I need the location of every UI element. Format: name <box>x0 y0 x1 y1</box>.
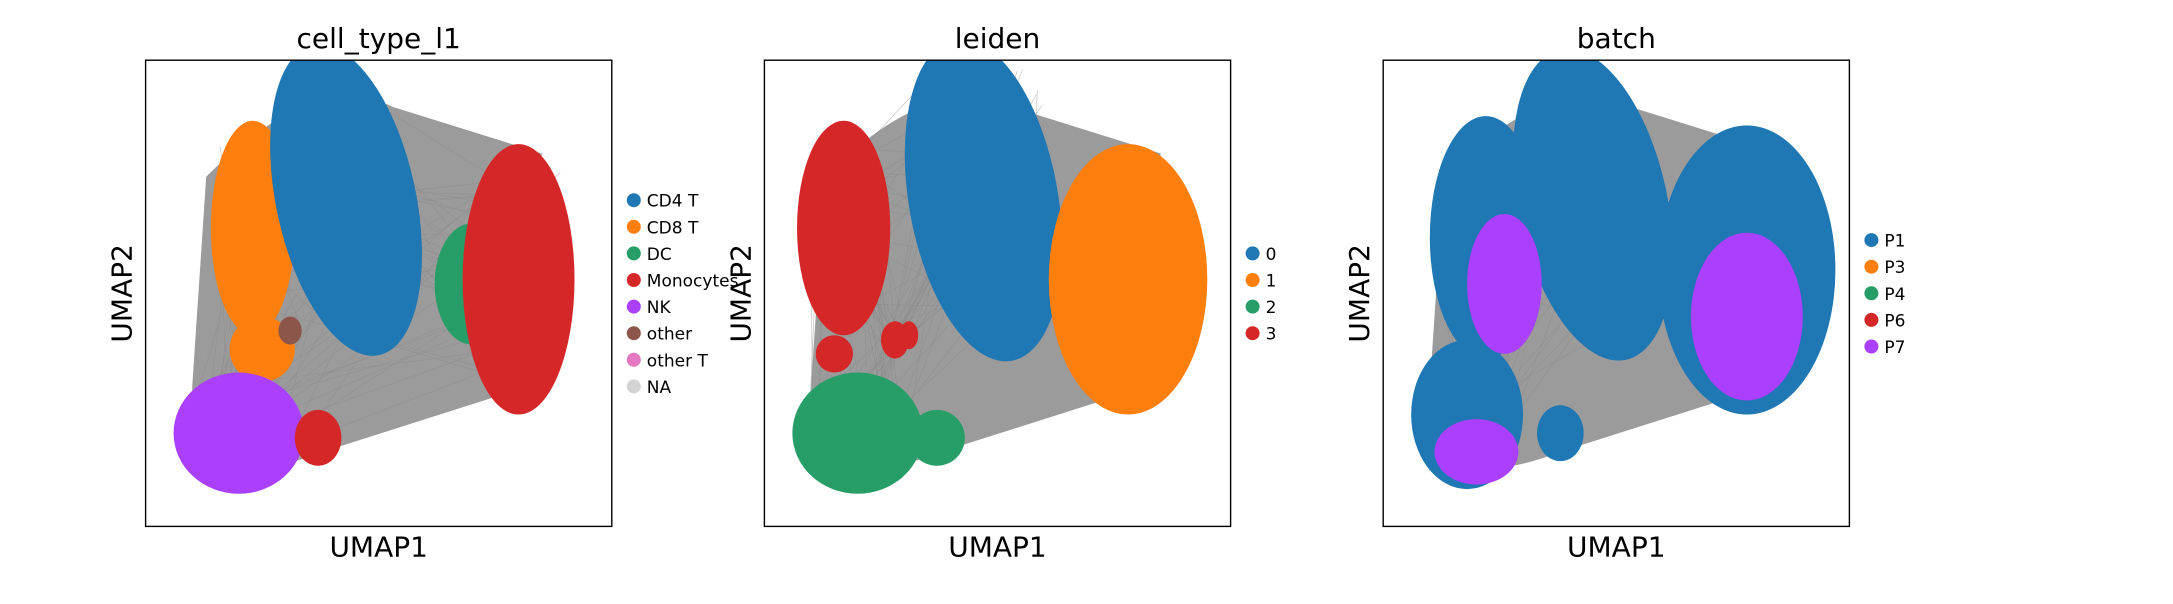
cluster-3 <box>797 121 890 335</box>
cluster-3 <box>900 321 919 349</box>
legend-label: DC <box>647 245 672 265</box>
legend-marker <box>1246 273 1260 287</box>
plot-area <box>792 26 1207 493</box>
legend-label: CD4 T <box>647 192 699 212</box>
legend-marker <box>1246 246 1260 260</box>
legend-marker <box>1246 326 1260 340</box>
cluster-p1 <box>1537 405 1584 461</box>
x-axis-label: UMAP1 <box>948 530 1047 563</box>
legend-marker <box>627 353 641 367</box>
panel-3: batch UMAP1 UMAP2 P1 P3 P4 P6 P7 <box>1343 22 1905 563</box>
legend-marker <box>627 300 641 314</box>
legend-marker <box>1246 300 1260 314</box>
legend: P1 P3 P4 P6 P7 <box>1864 232 1905 358</box>
legend-marker <box>1864 233 1878 247</box>
legend-marker <box>627 220 641 234</box>
plot-area <box>1411 34 1835 489</box>
cluster-p7 <box>1467 214 1542 354</box>
legend-marker <box>1864 313 1878 327</box>
cluster-p7 <box>1691 233 1803 401</box>
legend-marker <box>1864 340 1878 354</box>
cluster-3 <box>816 335 853 372</box>
y-axis-label: UMAP2 <box>1343 244 1376 343</box>
cluster-2 <box>792 373 923 494</box>
legend-label: P6 <box>1884 311 1905 331</box>
chart-title: cell_type_l1 <box>297 22 461 55</box>
cluster-monocytes <box>463 144 575 414</box>
legend-marker <box>627 273 641 287</box>
legend-label: 1 <box>1266 272 1277 292</box>
legend-label: P3 <box>1884 258 1905 278</box>
cluster-2 <box>909 410 965 466</box>
legend-marker <box>627 379 641 393</box>
legend-marker <box>627 246 641 260</box>
legend: 0 1 2 3 <box>1246 245 1277 345</box>
legend-label: CD8 T <box>647 218 699 238</box>
legend-label: 3 <box>1266 325 1277 345</box>
legend-label: NK <box>647 298 672 318</box>
y-axis-label: UMAP2 <box>106 244 139 343</box>
legend-marker <box>627 193 641 207</box>
legend-label: other <box>647 325 692 345</box>
legend-label: 0 <box>1266 245 1277 265</box>
x-axis-label: UMAP1 <box>1567 530 1666 563</box>
legend-marker <box>627 326 641 340</box>
cluster-nk <box>174 373 305 494</box>
panel-2: leiden UMAP1 UMAP2 0 1 2 3 <box>724 22 1276 563</box>
legend-label: other T <box>647 351 709 371</box>
cluster-1 <box>1049 144 1208 414</box>
y-axis-label: UMAP2 <box>724 244 757 343</box>
cluster-p7 <box>1434 419 1518 484</box>
x-axis-label: UMAP1 <box>329 530 428 563</box>
legend-label: P7 <box>1884 338 1905 358</box>
legend-label: 2 <box>1266 298 1277 318</box>
legend-marker <box>1864 286 1878 300</box>
legend-label: NA <box>647 378 672 398</box>
chart-title: leiden <box>955 22 1041 55</box>
cluster-monocytes <box>295 410 342 466</box>
legend-label: P4 <box>1884 285 1905 305</box>
legend-marker <box>1864 260 1878 274</box>
legend-label: P1 <box>1884 232 1905 252</box>
plot-area <box>174 30 575 493</box>
cluster-other <box>278 317 301 345</box>
chart-title: batch <box>1577 22 1656 55</box>
